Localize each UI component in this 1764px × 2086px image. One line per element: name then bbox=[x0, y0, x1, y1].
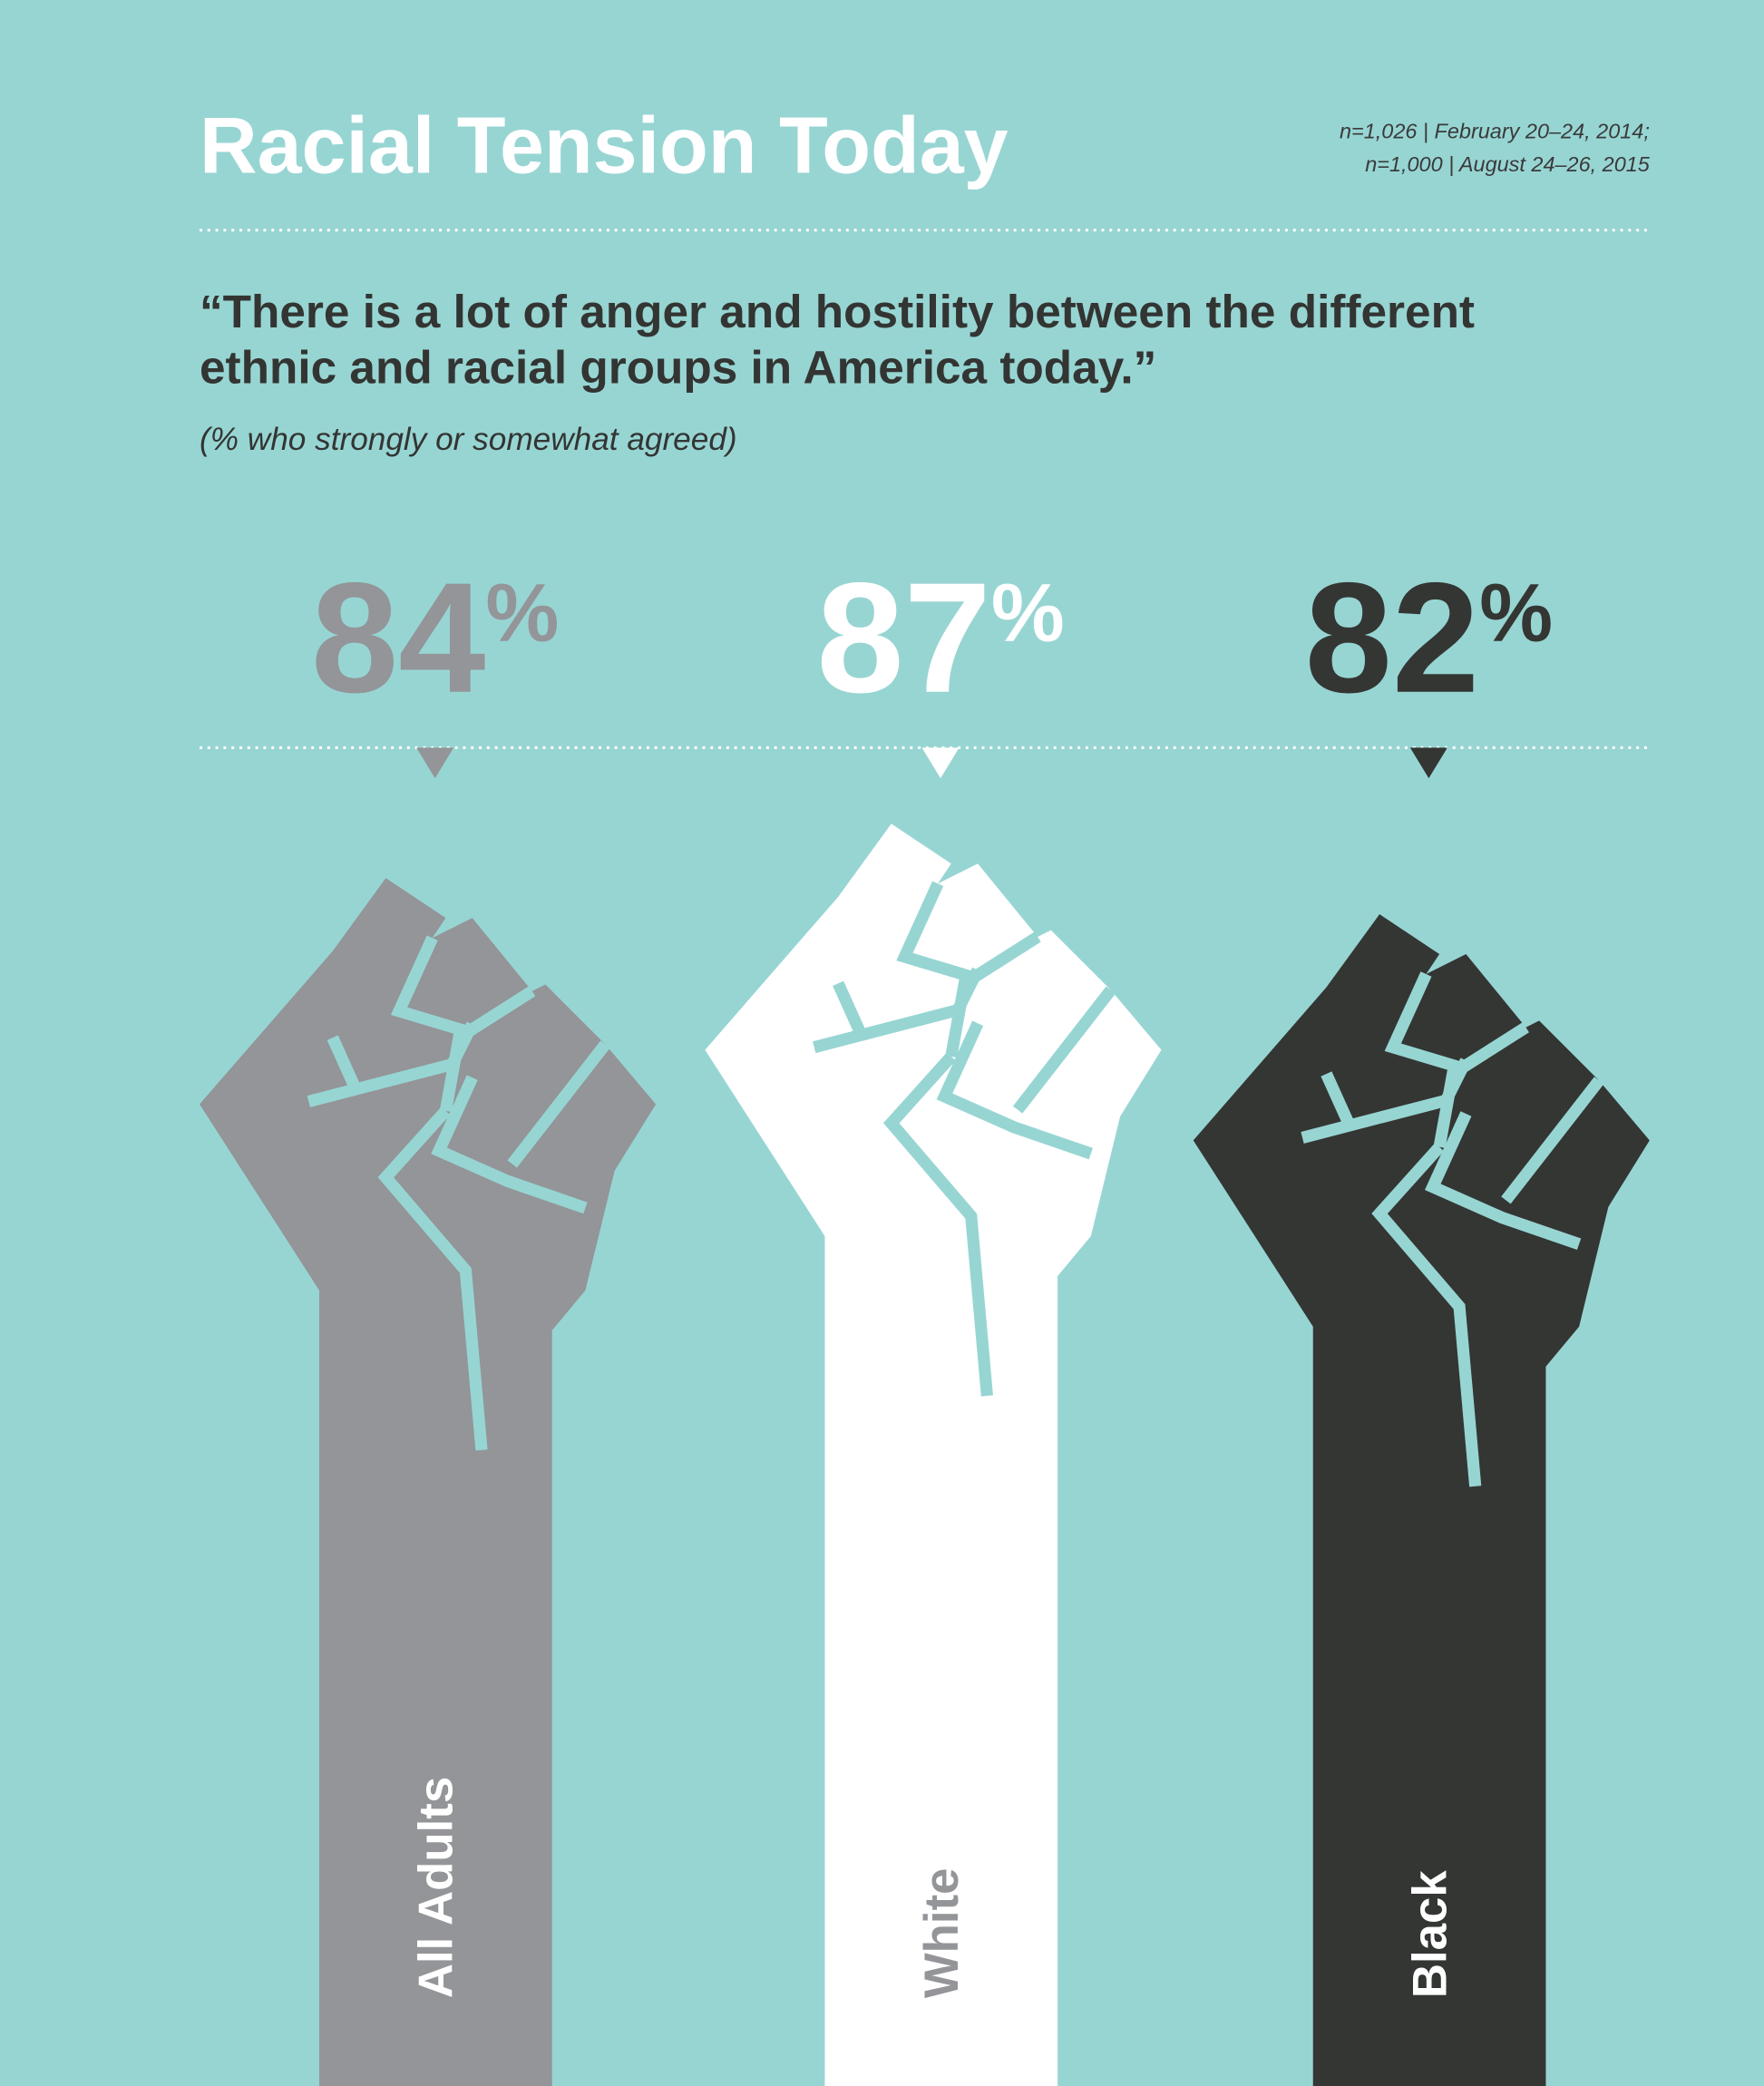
fist-shape bbox=[1193, 914, 1650, 2086]
fist-shape bbox=[200, 878, 657, 2086]
finger-gap bbox=[1501, 1077, 1604, 1204]
note: (% who strongly or somewhat agreed) bbox=[200, 422, 737, 457]
category-label: Black bbox=[1403, 1870, 1457, 1999]
finger-gap bbox=[1012, 986, 1116, 1114]
finger-gap bbox=[882, 1052, 993, 1397]
value-label: 84% bbox=[311, 550, 559, 726]
pointer bbox=[921, 747, 960, 779]
finger-gap bbox=[1321, 1071, 1356, 1130]
fist bbox=[200, 878, 657, 2086]
quote-line: “There is a lot of anger and hostility b… bbox=[200, 286, 1475, 337]
finger-gap bbox=[1424, 1111, 1582, 1251]
finger-gap bbox=[390, 935, 468, 1038]
source-line: n=1,026 | February 20–24, 2014; bbox=[1340, 120, 1650, 143]
finger-gap bbox=[1371, 1143, 1482, 1487]
chart-title: Racial Tension Today bbox=[200, 101, 1009, 190]
quote-line: ethnic and racial groups in America toda… bbox=[200, 341, 1156, 393]
finger-gap bbox=[507, 1040, 610, 1168]
fist bbox=[1193, 914, 1650, 2086]
category-label: All Adults bbox=[410, 1777, 463, 1998]
finger-gap bbox=[431, 1075, 588, 1214]
finger-gap bbox=[936, 1020, 1093, 1160]
category-label: White bbox=[915, 1867, 969, 1998]
pointer bbox=[1409, 747, 1447, 779]
source-line: n=1,000 | August 24–26, 2015 bbox=[1365, 152, 1651, 176]
finger-gap bbox=[833, 980, 868, 1039]
finger-gap bbox=[377, 1106, 488, 1451]
fist bbox=[705, 824, 1162, 2086]
finger-gap bbox=[326, 1035, 363, 1094]
value-label: 87% bbox=[816, 550, 1064, 726]
pointer bbox=[416, 747, 454, 779]
finger-gap bbox=[896, 881, 973, 983]
value-label: 82% bbox=[1305, 550, 1553, 726]
finger-gap bbox=[1384, 971, 1461, 1074]
